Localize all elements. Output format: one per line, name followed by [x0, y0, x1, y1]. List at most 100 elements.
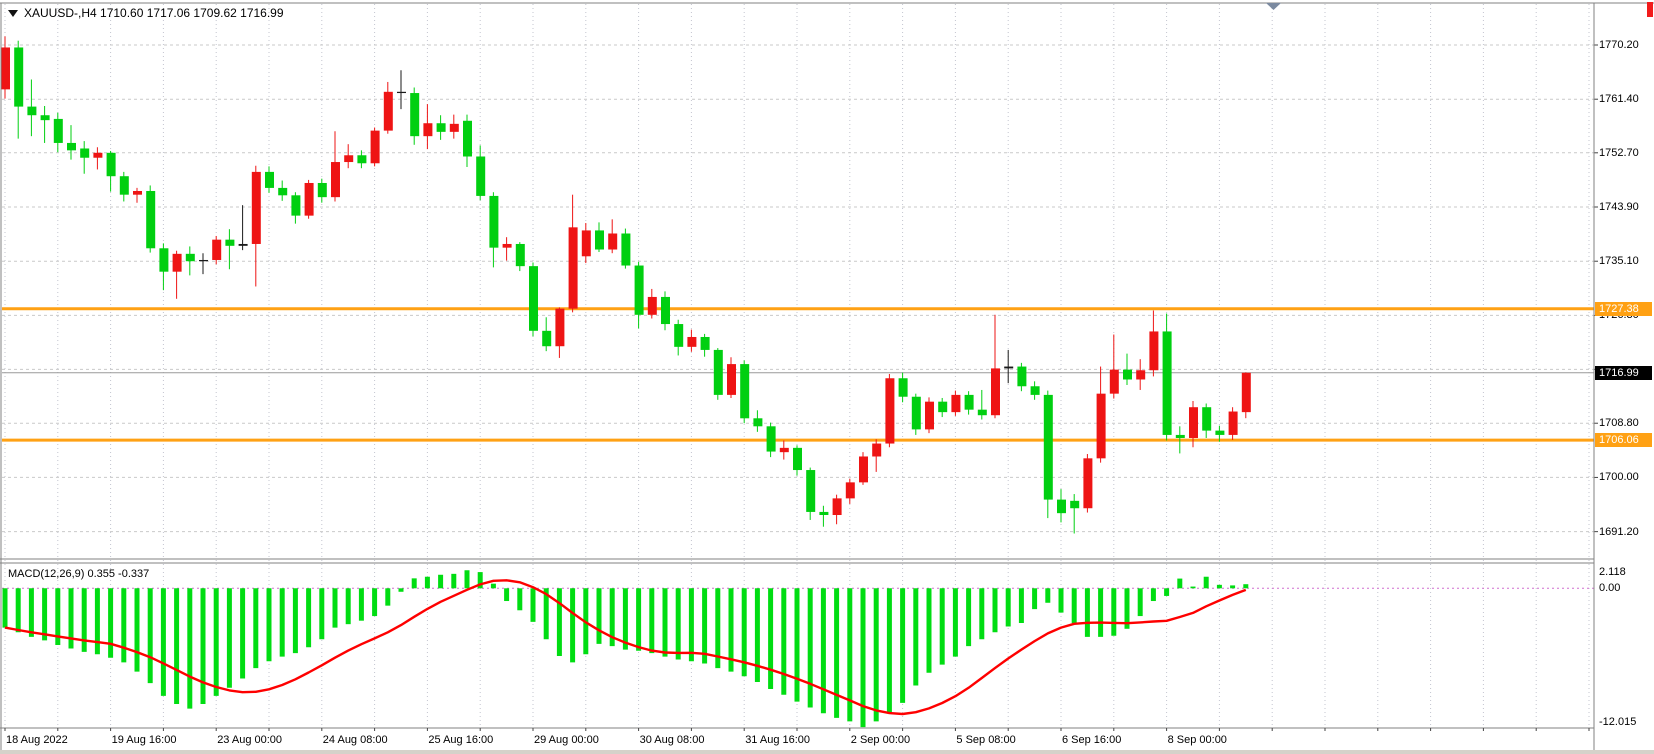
candle-body	[185, 253, 195, 262]
candle-body	[106, 152, 116, 177]
candle-body	[859, 456, 868, 483]
candle-body	[885, 378, 895, 444]
candle-body	[1096, 393, 1106, 459]
macd-scale-bottom: -12.015	[1599, 716, 1637, 728]
chart-shift-marker-icon[interactable]	[1266, 3, 1281, 10]
candle-body	[964, 394, 974, 410]
price-tick-label: 1743.90	[1599, 201, 1639, 213]
candle-body	[1109, 369, 1119, 394]
candle-body	[515, 243, 525, 267]
candle-body	[925, 401, 934, 430]
candle-body	[647, 296, 657, 315]
candle-body	[595, 230, 604, 250]
time-tick-label: 19 Aug 16:00	[111, 734, 177, 746]
candle-body	[225, 239, 235, 246]
macd-signal-line	[4, 579, 1247, 716]
candle-body	[529, 266, 538, 331]
candle-body	[172, 253, 182, 272]
time-tick-label: 5 Sep 08:00	[956, 734, 1016, 746]
candle-body	[687, 336, 697, 347]
candle-body	[1083, 458, 1093, 509]
candle-body	[40, 115, 50, 121]
candle-body	[278, 187, 288, 196]
candle-body	[727, 364, 736, 395]
price-tick-label: 1691.20	[1599, 525, 1639, 538]
candle-body	[1136, 370, 1146, 380]
candle-body	[502, 243, 512, 248]
candle-body	[291, 195, 301, 216]
candle-body	[555, 308, 565, 347]
candle-body	[700, 336, 710, 350]
candle-body	[1189, 407, 1198, 439]
candle-body	[991, 368, 1000, 416]
price-tick-label: 1735.10	[1599, 255, 1639, 268]
time-tick-label: 31 Aug 16:00	[745, 734, 811, 746]
candle-body	[977, 409, 987, 416]
candle-body	[1175, 434, 1185, 439]
candle-body	[133, 190, 142, 195]
candle-body	[779, 447, 789, 453]
candle-body	[344, 155, 354, 163]
candle-body	[159, 248, 169, 272]
candle-body	[357, 155, 367, 164]
candle-body	[410, 93, 420, 137]
candle-body	[331, 162, 340, 198]
candle-body	[634, 265, 644, 315]
time-tick-label: 29 Aug 00:00	[534, 734, 599, 746]
candle-body	[819, 511, 829, 516]
candle-body	[740, 364, 750, 419]
candle-body	[489, 195, 499, 248]
candle-body	[1030, 386, 1040, 395]
candle-body	[938, 401, 948, 413]
candle-body	[1070, 500, 1080, 509]
candle-body	[832, 498, 842, 516]
time-tick-label: 6 Sep 16:00	[1062, 734, 1122, 746]
candle-body	[14, 47, 24, 107]
time-tick-label: 25 Aug 16:00	[428, 734, 494, 746]
macd-scale-top: 2.118	[1599, 566, 1626, 578]
candle-body	[1202, 407, 1212, 431]
candle-body	[568, 227, 578, 309]
chart-title: XAUUSD-,H4 1710.60 1717.06 1709.62 1716.…	[8, 7, 284, 19]
candle-body	[397, 91, 406, 94]
time-tick-label: 30 Aug 08:00	[639, 734, 705, 746]
candle-body	[317, 182, 327, 198]
time-tick-label: 23 Aug 00:00	[217, 734, 283, 746]
time-tick-label: 18 Aug 2022	[6, 734, 68, 746]
time-tick-label: 2 Sep 00:00	[850, 734, 911, 746]
candle-body	[304, 182, 314, 216]
candle-body	[1043, 394, 1053, 500]
candle-body	[238, 243, 248, 246]
candle-body	[581, 230, 591, 257]
window-bottom-strip	[0, 750, 1654, 754]
symbol-dropdown-icon[interactable]	[8, 9, 18, 17]
candle-body	[898, 378, 908, 397]
candle-body	[806, 470, 816, 512]
candle-body	[212, 239, 222, 260]
candle-body	[661, 296, 670, 325]
candle-body	[423, 123, 433, 137]
time-tick-label: 8 Sep 00:00	[1167, 734, 1227, 746]
candle-body	[436, 123, 446, 132]
candle-body	[463, 120, 472, 157]
candle-body	[1215, 430, 1225, 435]
candle-body	[1123, 369, 1132, 380]
candle-body	[753, 418, 763, 427]
candle-body	[1057, 499, 1066, 514]
candle-body	[146, 190, 156, 249]
candle-body	[1162, 331, 1172, 435]
price-tick-label: 1700.00	[1599, 471, 1639, 484]
candle-body	[27, 106, 37, 116]
candle-body	[911, 396, 921, 430]
candle-body	[370, 130, 380, 164]
candle-body	[845, 482, 855, 499]
price-tick-label: 1761.40	[1599, 93, 1639, 106]
candle-body	[1, 47, 10, 90]
chart-title-text: XAUUSD-,H4 1710.60 1717.06 1709.62 1716.…	[24, 6, 284, 20]
current-price-badge: 1716.99	[1595, 365, 1652, 380]
candle-body	[1017, 366, 1027, 387]
candle-body	[951, 394, 961, 413]
candle-body	[53, 118, 63, 143]
